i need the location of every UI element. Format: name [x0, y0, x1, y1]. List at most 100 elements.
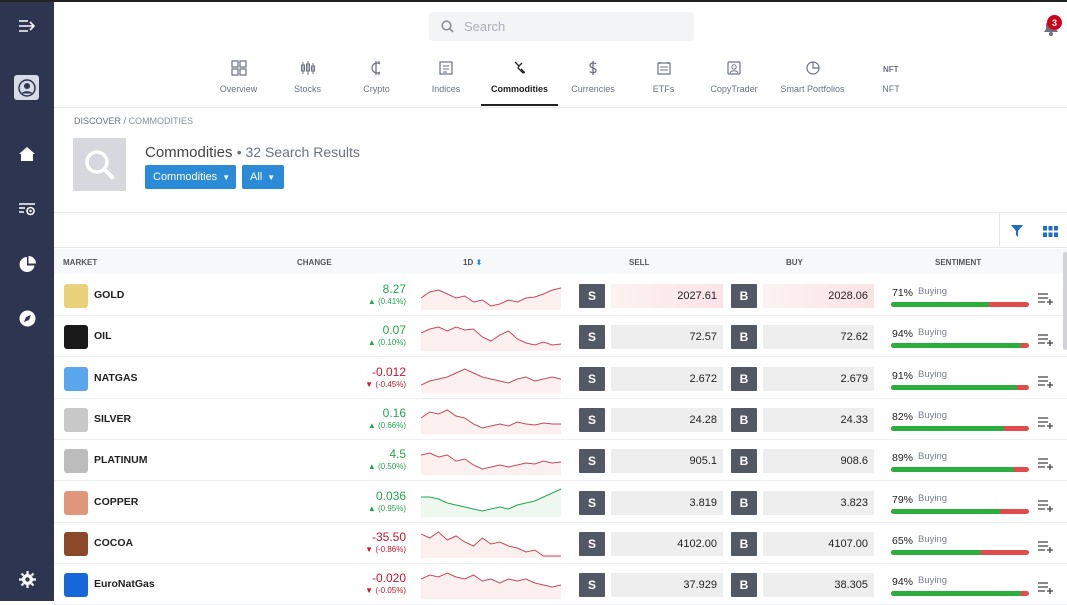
asset-name[interactable]: EuroNatGas: [94, 578, 155, 591]
change-cell: -35.50 ▼ (-0.86%): [365, 530, 406, 554]
tab-overview[interactable]: Overview: [204, 60, 273, 108]
grid-icon: [230, 60, 247, 76]
sell-button[interactable]: S: [579, 449, 605, 474]
col-change[interactable]: CHANGE: [297, 258, 332, 267]
notification-badge[interactable]: 3: [1047, 15, 1062, 30]
col-buy[interactable]: BUY: [786, 258, 803, 267]
tab-smart-portfolios[interactable]: Smart Portfolios: [769, 60, 856, 108]
breadcrumb: DISCOVER / COMMODITIES: [74, 116, 193, 126]
tab-label: Commodities: [490, 84, 548, 94]
discover-icon[interactable]: [13, 304, 41, 332]
search-input[interactable]: [464, 19, 664, 34]
buy-button[interactable]: B: [731, 490, 757, 515]
asset-name[interactable]: NATGAS: [94, 371, 138, 384]
tab-crypto[interactable]: Crypto: [342, 60, 411, 108]
add-to-watchlist-icon[interactable]: [1038, 499, 1054, 512]
asset-name[interactable]: COPPER: [94, 495, 139, 508]
asset-name[interactable]: PLATINUM: [94, 454, 148, 467]
asset-name[interactable]: COCOA: [94, 536, 134, 549]
avatar[interactable]: [14, 75, 39, 100]
home-icon[interactable]: [13, 140, 41, 168]
add-to-watchlist-icon[interactable]: [1038, 417, 1054, 429]
change-cell: 0.036 ▲ (0.95%): [368, 489, 406, 513]
table-row[interactable]: NATGAS -0.012 ▼ (-0.45%) S 2.672 B 2.679 91% Buy…: [54, 358, 1067, 399]
tab-currencies[interactable]: Currencies: [558, 60, 628, 108]
table-row[interactable]: COCOA -35.50 ▼ (-0.86%) S 4102.00 B 4107.00 65%…: [54, 523, 1067, 564]
add-to-watchlist-icon[interactable]: [1038, 293, 1054, 305]
buy-price[interactable]: 4107.00: [763, 531, 874, 556]
expand-menu-icon[interactable]: [13, 12, 41, 40]
sell-button[interactable]: S: [579, 366, 605, 391]
tab-label: Smart Portfolios: [780, 84, 845, 94]
settings-icon[interactable]: [13, 565, 41, 593]
buy-button[interactable]: B: [731, 284, 757, 308]
col-period[interactable]: 1D ⬍: [463, 258, 482, 267]
sell-price[interactable]: 72.57: [611, 325, 723, 350]
sell-price[interactable]: 2.672: [611, 366, 723, 391]
add-to-watchlist-icon[interactable]: [1038, 375, 1054, 388]
sentiment-label: Buying: [918, 451, 948, 463]
tab-indices[interactable]: Indices: [411, 60, 481, 108]
table-row[interactable]: GOLD 8.27 ▲ (0.41%) S 2027.61 B 2028.06 71% Buyi…: [54, 275, 1067, 316]
asset-name[interactable]: SILVER: [94, 412, 132, 425]
change-value: 4.5: [389, 447, 406, 462]
buy-button[interactable]: B: [731, 449, 757, 474]
sell-price[interactable]: 24.28: [611, 407, 723, 432]
add-to-watchlist-icon[interactable]: [1038, 582, 1054, 595]
page-title: Commodities • 32 Search Results: [145, 144, 360, 161]
buy-price[interactable]: 24.33: [763, 407, 874, 432]
asset-name[interactable]: OIL: [94, 330, 112, 343]
buy-price[interactable]: 3.823: [763, 490, 874, 515]
sell-price[interactable]: 4102.00: [611, 531, 723, 556]
portfolio-icon[interactable]: [13, 250, 41, 278]
sell-button[interactable]: S: [579, 284, 605, 308]
buy-price[interactable]: 38.305: [763, 573, 874, 598]
sell-button[interactable]: S: [579, 325, 605, 350]
sell-price[interactable]: 2027.61: [611, 284, 723, 308]
table-row[interactable]: EuroNatGas -0.020 ▼ (-0.05%) S 37.929 B 38.305…: [54, 564, 1067, 605]
buy-button[interactable]: B: [731, 407, 757, 432]
scope-dropdown[interactable]: All ▼: [242, 165, 284, 189]
watchlist-icon[interactable]: [13, 195, 41, 223]
buy-button[interactable]: B: [731, 573, 757, 598]
asset-name[interactable]: GOLD: [94, 289, 125, 301]
col-market[interactable]: MARKET: [63, 258, 98, 267]
table-row[interactable]: PLATINUM 4.5 ▲ (0.50%) S 905.1 B 908.6 89% Buyin…: [54, 440, 1067, 482]
change-cell: 0.16 ▲ (0.66%): [368, 406, 406, 430]
sell-price[interactable]: 37.929: [611, 573, 723, 598]
buy-price[interactable]: 2.679: [763, 366, 874, 391]
tab-copytrader[interactable]: CopyTrader: [699, 60, 769, 108]
sell-button[interactable]: S: [579, 573, 605, 598]
add-to-watchlist-icon[interactable]: [1038, 541, 1054, 553]
buy-button[interactable]: B: [731, 531, 757, 556]
add-to-watchlist-icon[interactable]: [1038, 334, 1054, 347]
scrollbar[interactable]: [1063, 252, 1067, 350]
change-percent: ▲ (0.50%): [367, 462, 406, 472]
grid-view-icon[interactable]: [1041, 222, 1059, 240]
buy-price[interactable]: 2028.06: [763, 284, 874, 308]
col-period-label: 1D: [463, 258, 474, 267]
sell-button[interactable]: S: [579, 531, 605, 556]
add-to-watchlist-icon[interactable]: [1038, 458, 1054, 471]
buy-price[interactable]: 72.62: [763, 325, 874, 350]
buy-price[interactable]: 908.6: [763, 449, 874, 474]
col-sentiment[interactable]: SENTIMENT: [935, 258, 982, 267]
buy-button[interactable]: B: [731, 366, 757, 391]
table-row[interactable]: OIL 0.07 ▲ (0.10%) S 72.57 B 72.62 94% Buying: [54, 316, 1067, 358]
filter-icon[interactable]: [1008, 222, 1026, 240]
tab-commodities[interactable]: Commodities: [481, 60, 558, 108]
tab-etfs[interactable]: ETFs: [628, 60, 699, 108]
breadcrumb-root[interactable]: DISCOVER: [74, 116, 122, 126]
table-row[interactable]: COPPER 0.036 ▲ (0.95%) S 3.819 B 3.823 79% Buyin…: [54, 482, 1067, 523]
sell-price[interactable]: 3.819: [611, 490, 723, 515]
sell-button[interactable]: S: [579, 490, 605, 515]
category-dropdown[interactable]: Commodities ▼: [145, 165, 236, 189]
tab-nft[interactable]: NFT NFT: [856, 60, 926, 108]
search-box[interactable]: [429, 12, 694, 41]
buy-button[interactable]: B: [731, 325, 757, 350]
tab-stocks[interactable]: Stocks: [273, 60, 342, 108]
table-row[interactable]: SILVER 0.16 ▲ (0.66%) S 24.28 B 24.33 82% Buying: [54, 399, 1067, 440]
col-sell[interactable]: SELL: [629, 258, 650, 267]
sell-button[interactable]: S: [579, 407, 605, 432]
sell-price[interactable]: 905.1: [611, 449, 723, 474]
